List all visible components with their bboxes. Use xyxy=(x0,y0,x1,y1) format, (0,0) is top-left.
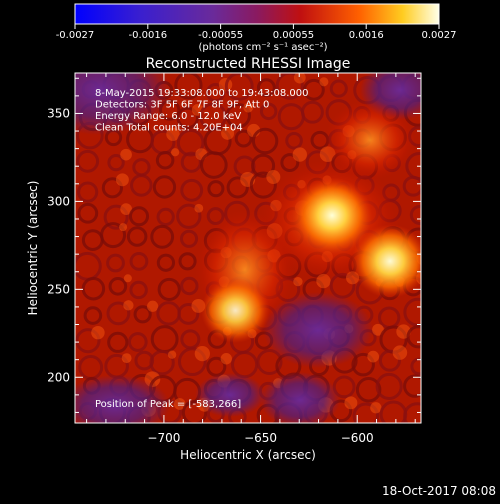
x-tick-label: −650 xyxy=(244,431,277,445)
y-tick-label: 250 xyxy=(47,282,70,296)
colorbar-tick-label: -0.0027 xyxy=(56,30,95,41)
colorbar-unit-label: (photons cm⁻² s⁻¹ asec⁻²) xyxy=(198,42,327,53)
y-axis: 200 250 300 350 xyxy=(47,77,421,413)
colorbar-tick-label: 0.0027 xyxy=(422,30,457,41)
chart-title: Reconstructed RHESSI Image xyxy=(146,56,351,72)
plot-frame xyxy=(74,72,422,424)
source-1 xyxy=(292,177,373,254)
info-line: Energy Range: 6.0 - 12.0 keV xyxy=(95,111,241,122)
source-2 xyxy=(351,224,421,299)
y-tick-label: 350 xyxy=(47,106,70,120)
colorbar-ticks: -0.0027 -0.0016 -0.00055 0.00055 0.0016 0.002… xyxy=(56,24,457,41)
info-line: 8-May-2015 19:33:08.000 to 19:43:08.000 xyxy=(95,88,308,99)
source-3 xyxy=(200,277,270,343)
heatmap-image xyxy=(75,73,421,423)
y-tick-label: 300 xyxy=(47,194,70,208)
x-tick-label: −600 xyxy=(341,431,374,445)
colorbar-tick-label: 0.0016 xyxy=(349,30,384,41)
footer-timestamp: 18-Oct-2017 08:08 xyxy=(382,484,496,498)
info-line: Clean Total counts: 4.20E+04 xyxy=(95,123,243,134)
colorbar-gradient xyxy=(74,3,440,25)
info-line: Detectors: 3F 5F 6F 7F 8F 9F, Att 0 xyxy=(95,100,269,111)
colorbar-tick-label: 0.00055 xyxy=(273,30,314,41)
x-tick-label: −700 xyxy=(147,431,180,445)
x-axis: −700 −650 −600 xyxy=(86,73,416,445)
colorbar-tick-label: -0.00055 xyxy=(198,30,243,41)
info-block: 8-May-2015 19:33:08.000 to 19:43:08.000D… xyxy=(95,88,308,134)
colorbar-tick-label: -0.0016 xyxy=(128,30,167,41)
x-axis-label: Heliocentric X (arcsec) xyxy=(180,448,316,462)
y-axis-label: Heliocentric Y (arcsec) xyxy=(26,181,40,316)
peak-position-text: Position of Peak = [-583,266] xyxy=(95,399,241,410)
y-tick-label: 200 xyxy=(47,370,70,384)
